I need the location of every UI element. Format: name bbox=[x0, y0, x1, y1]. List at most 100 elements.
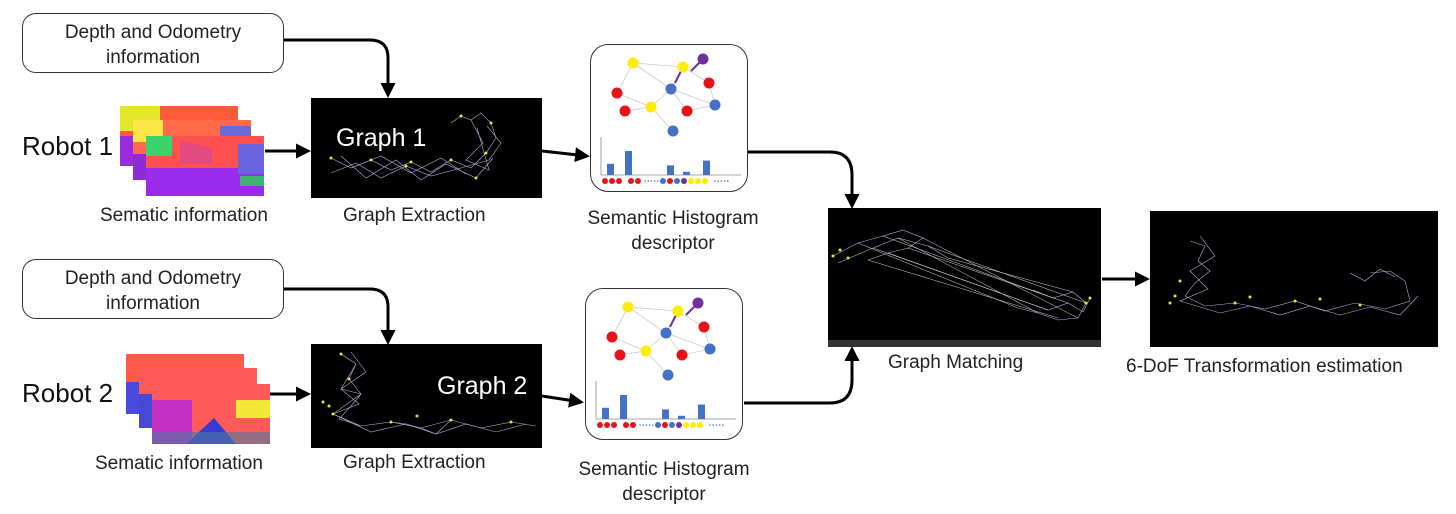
robot2-semantic-label: Sematic information bbox=[95, 453, 263, 474]
histogram-dot-red bbox=[628, 178, 634, 184]
histogram-dot-yellow bbox=[695, 178, 701, 184]
graph-node-blue bbox=[662, 369, 674, 381]
graph-edge bbox=[616, 92, 652, 108]
histogram-ellipsis-dot bbox=[723, 180, 726, 182]
arrow-odometry-to-graph2 bbox=[284, 287, 396, 345]
robot2-descriptor-label: Semantic Histogram descriptor bbox=[574, 457, 754, 507]
histogram-dot-red bbox=[630, 422, 636, 428]
graph-node-red bbox=[611, 87, 623, 99]
histogram-bar bbox=[703, 160, 710, 175]
histogram-dot-blue bbox=[660, 178, 666, 184]
graph-edge bbox=[611, 306, 629, 338]
graph-node-yellow bbox=[672, 305, 684, 317]
graph-node-red bbox=[614, 349, 626, 361]
graph-node-blue bbox=[660, 327, 672, 339]
graph-node-yellow bbox=[622, 301, 634, 313]
graph-node-red bbox=[681, 105, 693, 117]
histogram-dot-yellow bbox=[683, 422, 689, 428]
histogram-ellipsis-dot bbox=[722, 424, 724, 426]
histogram-dot-purple bbox=[676, 422, 682, 428]
histogram-ellipsis-dot bbox=[727, 180, 729, 182]
graph-node-red bbox=[606, 331, 618, 343]
graph-node-yellow bbox=[645, 101, 657, 113]
graph-edge bbox=[670, 88, 716, 106]
robot2-graph-panel: Graph 2 bbox=[311, 344, 542, 448]
histogram-ellipsis-dot bbox=[653, 180, 656, 182]
histogram-ellipsis-dot bbox=[652, 424, 654, 426]
graph-matching-label: Graph Matching bbox=[888, 352, 1024, 373]
arrow-histogram1-to-matching bbox=[748, 150, 860, 209]
arrow-graph2-to-histogram2 bbox=[541, 392, 584, 408]
histogram-ellipsis-dot bbox=[650, 180, 653, 182]
histogram-dot-red bbox=[635, 178, 641, 184]
graph-node-yellow bbox=[677, 61, 689, 73]
robot2-odometry-box: Depth and Odometry information bbox=[22, 259, 284, 319]
histogram-ellipsis-dot bbox=[647, 180, 649, 182]
histogram-dot-blue bbox=[674, 178, 680, 184]
graph-node-purple bbox=[692, 297, 704, 309]
histogram-dot-yellow bbox=[688, 178, 694, 184]
graph-node-red bbox=[698, 321, 710, 333]
histogram-bar bbox=[678, 415, 685, 419]
graph-node-blue bbox=[709, 99, 721, 111]
graph-node-blue bbox=[665, 83, 677, 95]
robot1-extraction-label: Graph Extraction bbox=[343, 205, 486, 226]
graph-edge bbox=[665, 332, 711, 350]
robot1-semantic-images bbox=[120, 106, 270, 198]
robot1-odometry-text: Depth and Odometry information bbox=[64, 22, 242, 68]
histogram-dot-red bbox=[604, 422, 610, 428]
graph-edge bbox=[627, 306, 679, 312]
transformation-label: 6-DoF Transformation estimation bbox=[1126, 356, 1403, 377]
transformation-panel bbox=[1150, 211, 1438, 347]
histogram-dot-purple bbox=[681, 178, 687, 184]
histogram-ellipsis-dot bbox=[718, 424, 721, 426]
histogram-bar bbox=[698, 404, 705, 419]
histogram-bar bbox=[683, 171, 690, 175]
graph-edge bbox=[632, 62, 684, 68]
graph-node-red bbox=[676, 349, 688, 361]
histogram-dot-blue bbox=[669, 422, 675, 428]
robot1-descriptor-label: Semantic Histogram descriptor bbox=[583, 206, 763, 256]
histogram-ellipsis-dot bbox=[657, 180, 659, 182]
histogram-ellipsis-dot bbox=[712, 424, 714, 426]
robot2-odometry-text: Depth and Odometry information bbox=[64, 268, 242, 314]
arrow-graph1-to-histogram1 bbox=[541, 147, 590, 163]
histogram-bar bbox=[662, 409, 669, 419]
histogram-ellipsis-dot bbox=[717, 180, 719, 182]
graph-edge bbox=[611, 336, 647, 352]
histogram-dot-blue bbox=[655, 422, 661, 428]
histogram-ellipsis-dot bbox=[648, 424, 651, 426]
graph-edge bbox=[616, 62, 634, 94]
arrow-histogram2-to-matching bbox=[744, 346, 860, 405]
robot1-graph-panel: Graph 1 bbox=[311, 98, 542, 198]
graph2-title: Graph 2 bbox=[437, 372, 528, 400]
histogram-dot-red bbox=[611, 422, 617, 428]
histogram-bar bbox=[667, 165, 674, 175]
histogram-bar bbox=[602, 407, 609, 419]
robot1-histogram-box bbox=[590, 44, 748, 192]
robot2-semantic-images bbox=[126, 354, 276, 446]
histogram-dot-yellow bbox=[690, 422, 696, 428]
graph-node-red bbox=[619, 105, 631, 117]
histogram-ellipsis-dot bbox=[714, 180, 716, 182]
robot2-extraction-label: Graph Extraction bbox=[343, 452, 486, 473]
robot2-histogram-graphic bbox=[595, 297, 736, 428]
histogram-dot-red bbox=[662, 422, 668, 428]
robot2-descriptor-line2: descriptor bbox=[622, 484, 706, 505]
histogram-ellipsis-dot bbox=[715, 424, 718, 426]
histogram-dot-red bbox=[597, 422, 603, 428]
histogram-ellipsis-dot bbox=[644, 180, 646, 182]
graph-edge bbox=[627, 306, 667, 334]
histogram-ellipsis-dot bbox=[720, 180, 723, 182]
robot1-odometry-box: Depth and Odometry information bbox=[22, 13, 284, 73]
graph-node-blue bbox=[667, 125, 679, 137]
graph-node-red bbox=[703, 77, 715, 89]
robot1-descriptor-line1: Semantic Histogram bbox=[587, 208, 759, 229]
graph-node-blue bbox=[704, 343, 716, 355]
robot2-label: Robot 2 bbox=[22, 378, 114, 408]
histogram-dot-red bbox=[609, 178, 615, 184]
graph-edge bbox=[632, 62, 672, 90]
robot1-histogram-graphic bbox=[600, 53, 741, 184]
robot2-descriptor-line1: Semantic Histogram bbox=[578, 459, 750, 480]
histogram-bar bbox=[607, 163, 614, 175]
